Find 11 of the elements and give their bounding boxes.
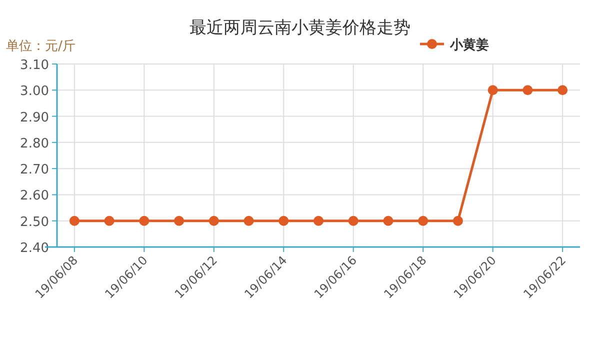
y-tick-label: 2.40 — [20, 241, 49, 256]
y-tick-label: 2.60 — [20, 188, 49, 204]
y-tick-label: 3.00 — [20, 84, 49, 100]
y-tick-label: 2.80 — [20, 136, 49, 152]
y-axis-title: 单位：元/斤 — [6, 39, 76, 54]
y-tick-label: 2.50 — [20, 214, 49, 230]
y-tick-label: 3.10 — [20, 58, 49, 73]
legend-label: 小黄姜 — [449, 37, 489, 53]
chart-title: 最近两周云南小黄姜价格走势 — [190, 18, 410, 38]
y-tick-label: 2.90 — [20, 110, 49, 126]
y-tick-label: 2.70 — [20, 162, 49, 178]
